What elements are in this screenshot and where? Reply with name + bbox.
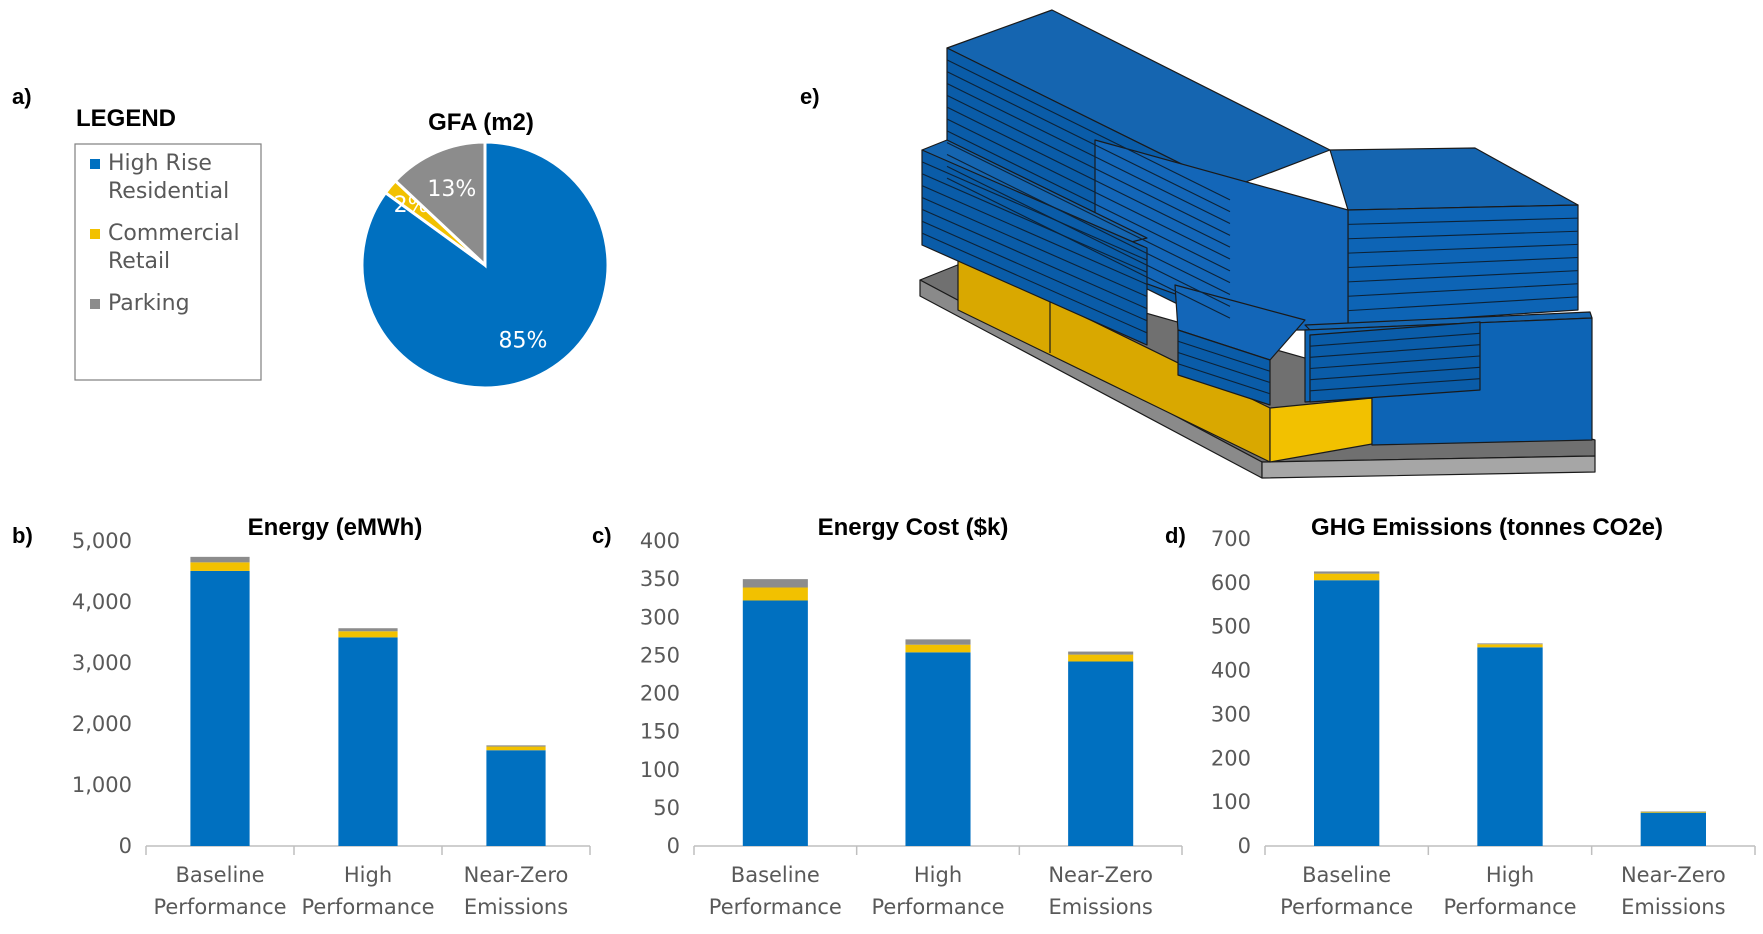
y-tick-label: 0	[1238, 834, 1251, 858]
panel-label-d: d)	[1165, 523, 1186, 548]
bar-segment-1	[743, 588, 808, 601]
x-tick-label: High	[1486, 863, 1534, 887]
bar-segment-2	[190, 557, 249, 562]
panel-label-a: a)	[12, 84, 32, 109]
bar-segment-0	[1068, 661, 1133, 846]
y-tick-label: 200	[1211, 746, 1251, 770]
bar-segment-0	[1314, 580, 1379, 846]
legend-label-1-0: Commercial	[108, 221, 240, 246]
bar-segment-0	[905, 652, 970, 846]
legend-marker-0	[90, 159, 100, 169]
x-tick-label: Baseline	[175, 863, 264, 887]
bar-segment-2	[1314, 571, 1379, 573]
bar-segment-1	[1477, 644, 1542, 647]
bar-segment-1	[1314, 574, 1379, 581]
y-tick-label: 500	[1211, 615, 1251, 639]
y-tick-label: 350	[640, 567, 680, 591]
y-tick-label: 400	[640, 529, 680, 553]
x-tick-label: Performance	[1443, 895, 1576, 919]
y-tick-label: 100	[1211, 790, 1251, 814]
bar-segment-1	[1641, 812, 1706, 813]
bar-segment-2	[338, 628, 397, 631]
y-tick-label: 250	[640, 643, 680, 667]
y-tick-label: 150	[640, 720, 680, 744]
pie-title: GFA (m2)	[428, 109, 534, 136]
bar-segment-2	[1477, 643, 1542, 644]
pie-chart-gfa: GFA (m2) 85%2%13%	[362, 109, 608, 388]
y-tick-label: 2,000	[72, 712, 132, 736]
x-tick-label: High	[344, 863, 392, 887]
y-tick-label: 1,000	[72, 773, 132, 797]
bar-chart-energy-cost: Energy Cost ($k) 0 50 100 150 200 250 300 350 400…	[640, 514, 1182, 919]
x-tick-label: Baseline	[731, 863, 820, 887]
y-tick-label: 400	[1211, 659, 1251, 683]
legend-label-1-1: Retail	[108, 249, 170, 274]
y-tick-label: 600	[1211, 571, 1251, 595]
panel-label-b: b)	[12, 523, 33, 548]
pie-label-0: 85%	[499, 329, 548, 354]
x-tick-label: Emissions	[1621, 895, 1725, 919]
bar-segment-0	[1477, 647, 1542, 846]
x-tick-label: Performance	[153, 895, 286, 919]
bar-chart-ghg-emissions: GHG Emissions (tonnes CO2e) 0 100 200 300 400…	[1211, 514, 1755, 919]
bar-chart-energy: Energy (eMWh) 0 1,000 2,000 3,000 4,000 5,000 B…	[72, 514, 590, 919]
x-tick-label: Performance	[871, 895, 1004, 919]
x-tick-label: Baseline	[1302, 863, 1391, 887]
legend: LEGEND High Rise Residential Commercial Ret…	[75, 105, 261, 380]
x-tick-label: Performance	[301, 895, 434, 919]
bar-segment-1	[486, 747, 545, 751]
x-tick-label: Near-Zero	[1621, 863, 1726, 887]
x-tick-label: Emissions	[1048, 895, 1152, 919]
bar-segment-0	[486, 750, 545, 846]
legend-marker-1	[90, 229, 100, 239]
tower-right-top	[1330, 148, 1578, 210]
y-tick-label: 0	[119, 834, 132, 858]
bar-segment-1	[1068, 655, 1133, 662]
y-tick-label: 3,000	[72, 651, 132, 675]
x-tick-label: Near-Zero	[1048, 863, 1153, 887]
y-tick-label: 50	[653, 796, 680, 820]
bar-segment-0	[338, 637, 397, 846]
bar-segment-0	[1641, 813, 1706, 846]
chart-title: Energy Cost ($k)	[818, 514, 1009, 541]
legend-label-0-1: Residential	[108, 179, 229, 204]
x-tick-label: Near-Zero	[464, 863, 569, 887]
y-tick-label: 300	[1211, 702, 1251, 726]
bar-segment-1	[190, 562, 249, 571]
y-tick-label: 4,000	[72, 590, 132, 614]
pie-label-2: 13%	[427, 177, 476, 202]
y-tick-label: 5,000	[72, 529, 132, 553]
panel-label-e: e)	[800, 84, 820, 109]
chart-title: GHG Emissions (tonnes CO2e)	[1311, 514, 1663, 541]
legend-label-0-0: High Rise	[108, 151, 212, 176]
bar-segment-1	[338, 631, 397, 637]
legend-title: LEGEND	[76, 105, 176, 132]
x-tick-label: Performance	[1280, 895, 1413, 919]
y-tick-label: 0	[667, 834, 680, 858]
building-massing-illustration	[920, 10, 1595, 478]
bar-segment-0	[743, 600, 808, 846]
x-tick-label: High	[914, 863, 962, 887]
y-tick-label: 100	[640, 758, 680, 782]
bar-segment-1	[905, 645, 970, 653]
panel-label-c: c)	[592, 523, 612, 548]
legend-label-2-0: Parking	[108, 291, 190, 316]
bar-segment-2	[905, 639, 970, 644]
chart-title: Energy (eMWh)	[248, 514, 423, 541]
y-tick-label: 200	[640, 682, 680, 706]
bar-segment-2	[486, 745, 545, 746]
legend-marker-2	[90, 299, 100, 309]
bar-segment-0	[190, 571, 249, 846]
x-tick-label: Emissions	[464, 895, 568, 919]
pie-slices: 85%2%13%	[362, 142, 608, 388]
x-tick-label: Performance	[709, 895, 842, 919]
y-tick-label: 300	[640, 605, 680, 629]
bar-segment-2	[1068, 652, 1133, 655]
y-tick-label: 700	[1211, 527, 1251, 551]
bar-segment-2	[743, 579, 808, 587]
